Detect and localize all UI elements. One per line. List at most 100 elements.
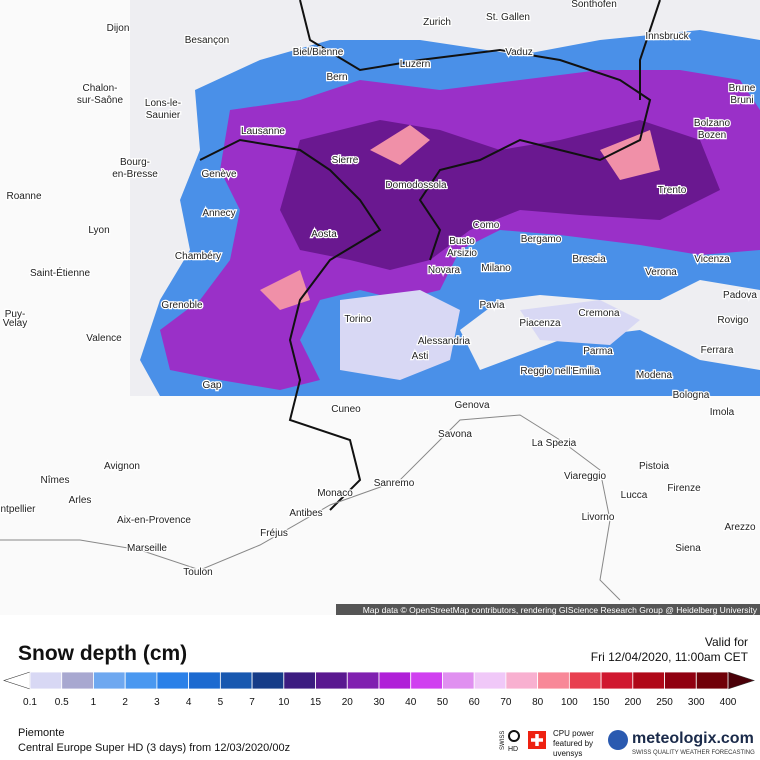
colorbar: 0.1 0.5 1 2 3 4 5 7 10 15 20 30 40 50 60 70 80 100 150 200 2…: [3, 671, 755, 708]
color-box: [442, 671, 475, 690]
city-label: Sierre: [332, 155, 359, 166]
over-arrow: [727, 671, 755, 690]
city-label: Piacenza: [519, 318, 561, 329]
city-label: Milano: [481, 263, 511, 274]
city-label: Pavia: [479, 300, 504, 311]
city-label: Como: [473, 220, 500, 231]
attribution: Map data © OpenStreetMap contributors, r…: [363, 605, 758, 615]
snow-thin: [340, 290, 640, 380]
tagline: SWISS QUALITY WEATHER FORECASTING: [632, 750, 755, 756]
city-label: Torino: [344, 314, 372, 325]
city-label: Novara: [428, 265, 461, 276]
city-label: Lons-le-: [145, 98, 181, 109]
color-box: [632, 671, 665, 690]
color-box: [315, 671, 348, 690]
city-label: Avignon: [104, 461, 140, 472]
color-box: [664, 671, 697, 690]
tick-label: 2: [122, 697, 128, 708]
tick-label: 80: [532, 697, 544, 708]
color-box: [505, 671, 539, 690]
tick-label: 150: [593, 697, 610, 708]
city-label: Arsizio: [447, 248, 477, 259]
city-label: Livorno: [582, 512, 615, 523]
tick-label: 20: [342, 697, 354, 708]
tick-label: 3: [154, 697, 160, 708]
model: Central Europe Super HD (3 days) from 12…: [18, 742, 290, 754]
city-label: Innsbruck: [645, 31, 689, 42]
color-box: [346, 671, 380, 690]
tick-label: 30: [373, 697, 385, 708]
snow-peak: [260, 125, 660, 310]
tick-label: 0.5: [55, 697, 69, 708]
color-box: [251, 671, 285, 690]
city-label: Lyon: [88, 225, 109, 236]
city-label: Bern: [326, 72, 347, 83]
city-label: Chalon-: [82, 83, 117, 94]
city-label: St. Gallen: [486, 12, 530, 23]
city-label: Cuneo: [331, 404, 361, 415]
city-label: Lausanne: [241, 126, 285, 137]
city-label: Biel/Bienne: [293, 47, 344, 58]
city-label: Roanne: [6, 191, 41, 202]
city-label: Vicenza: [694, 254, 730, 265]
under-arrow: [3, 671, 31, 690]
city-label: Nîmes: [41, 475, 70, 486]
map: Dijon Besançon Biel/Bienne Zurich St. Gallen…: [0, 0, 760, 615]
city-label: Aix-en-Provence: [117, 515, 191, 526]
border: [199, 0, 661, 511]
tick-label: 250: [656, 697, 673, 708]
valid-label: Valid for: [705, 635, 748, 649]
city-label: Rovigo: [717, 315, 749, 326]
attribution-background: [336, 604, 760, 615]
city-label: Bourg-: [120, 157, 150, 168]
city-label: sur-Saône: [77, 95, 124, 106]
city-label: Sonthofen: [571, 0, 617, 10]
tick-label: 4: [186, 697, 192, 708]
region: Piemonte: [18, 727, 64, 739]
city-label: Arezzo: [724, 522, 756, 533]
color-box: [61, 671, 94, 690]
city-labels: Dijon Besançon Biel/Bienne Zurich St. Gallen…: [0, 0, 759, 579]
city-label: Fréjus: [260, 528, 288, 539]
city-label: Savona: [438, 429, 472, 440]
color-box: [600, 671, 634, 690]
city-label: Pistoia: [639, 461, 669, 472]
city-label: Siena: [675, 543, 701, 554]
city-label: Bozen: [698, 130, 726, 141]
city-label: Gap: [203, 380, 222, 391]
city-label: Ferrara: [701, 345, 734, 356]
city-label: Asti: [412, 351, 429, 362]
city-label: Brescia: [572, 254, 606, 265]
color-box: [695, 671, 729, 690]
city-label: Sanremo: [374, 478, 415, 489]
tick-label: 100: [561, 697, 578, 708]
brand: meteologix.com: [632, 730, 754, 747]
legend: Snow depth (cm) Valid for Fri 12/04/2020…: [3, 635, 755, 758]
city-label: Genova: [454, 400, 489, 411]
city-label: Valence: [86, 333, 122, 344]
color-box: [378, 671, 412, 690]
cpu-line: uvensys: [553, 749, 582, 758]
coastline: [0, 414, 621, 601]
cpu-line: featured by: [553, 739, 593, 748]
tick-label: 50: [437, 697, 449, 708]
city-label: Lucca: [621, 490, 648, 501]
tick-label: 200: [624, 697, 641, 708]
city-label: Brune: [729, 83, 756, 94]
city-label: Domodossola: [385, 180, 447, 191]
city-label: Bologna: [673, 390, 710, 401]
color-box: [283, 671, 316, 690]
city-label: Grenoble: [161, 300, 203, 311]
city-label: La Spezia: [532, 438, 577, 449]
tick-label: 1: [91, 697, 97, 708]
valid-time: Fri 12/04/2020, 11:00am CET: [591, 650, 749, 664]
city-label: Monaco: [317, 488, 353, 499]
color-box: [188, 671, 221, 690]
city-label: Reggio nell'Emilia: [520, 366, 600, 377]
tick-label: 10: [278, 697, 290, 708]
tick-label: 60: [469, 697, 481, 708]
color-box: [537, 671, 570, 690]
city-label: Firenze: [667, 483, 701, 494]
swiss-cross: [531, 734, 543, 746]
